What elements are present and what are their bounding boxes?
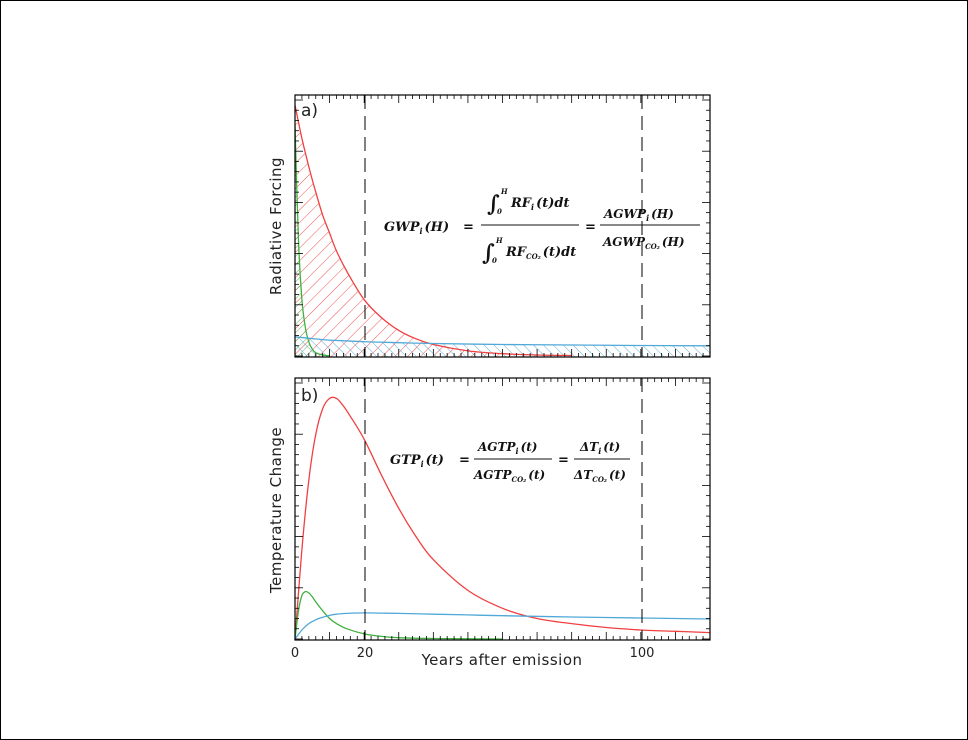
green-series-hatched-area [295,125,330,357]
x-tick-label-0: 0 [291,646,299,661]
eq-b-rnum: ΔT [579,440,599,454]
red-series-line [295,396,710,640]
eq-b-lhs-sub: i [421,459,424,469]
eq-b-num-tail: (t) [521,440,538,454]
svg-text:GWPi(H): GWPi (H) [384,220,449,236]
svg-text:RFCO₂(t)dt: RFCO₂ (t)dt [505,245,576,261]
eq-b-rden-tail: (t) [609,468,626,482]
eq-a-equals-1: = [463,220,474,235]
y-axis-label-a: Radiative Forcing [267,157,285,295]
x-axis-label: Years after emission [420,651,582,669]
eq-b-rden: ΔT [573,468,593,482]
eq-a-den-lower: 0 [492,256,497,265]
eq-b-den-tail: (t) [528,468,545,482]
eq-a-den-sub: CO₂ [526,252,541,261]
gwp-equation: GWPi (H) = ∫ H 0 RFi (t)dt ∫ H 0 RFCO₂ (t)d… [384,187,700,266]
eq-a-rnum: AGWP [603,207,647,221]
eq-a-lhs-sub: i [419,226,422,236]
eq-a-den-integral: ∫ [482,240,495,266]
eq-a-num-upper: H [500,187,508,196]
eq-a-den-tail: (t)dt [543,245,576,260]
plot-frame-b [294,377,711,641]
panel-label-b: b) [301,386,318,406]
panel-b-temperature-change: b) Temperature Change Years after emissi… [267,377,711,669]
eq-b-rnum-tail: (t) [603,440,620,454]
eq-b-num: AGTP [477,440,516,454]
x-tick-label-100: 100 [630,646,655,661]
y-axis-label-b: Temperature Change [267,427,285,594]
eq-b-den: AGTP [473,468,512,482]
red-series-line [295,104,572,357]
svg-text:GTPi(t): GTPi (t) [390,453,444,469]
eq-b-equals-2: = [558,453,569,468]
green-series-line [295,125,330,357]
panel-a-radiative-forcing: a) Radiative Forcing GWPi (H) = ∫ H 0 RFi… [267,94,711,358]
panel-label-a: a) [301,101,318,121]
red-series-hatched-area [295,105,572,357]
eq-b-rnum-sub: i [598,446,601,456]
x-tick-label-20: 20 [357,646,374,661]
eq-a-num-body: RF [510,196,532,211]
eq-a-num-lower: 0 [497,207,502,216]
eq-a-rnum-sub: i [646,213,649,223]
eq-b-lhs-arg: (t) [426,453,444,468]
eq-a-equals-2: = [585,220,596,235]
svg-text:AGWPCO₂(H): AGWPCO₂ (H) [602,235,685,251]
eq-b-den-sub: CO₂ [512,475,527,484]
eq-b-rden-sub: CO₂ [592,475,607,484]
green-series-line [295,590,503,640]
svg-text:ΔTi(t): ΔTi (t) [579,440,620,456]
svg-text:AGTPCO₂(t): AGTPCO₂ (t) [473,468,545,484]
eq-a-rden: AGWP [602,235,646,249]
eq-b-num-sub: i [516,446,519,456]
eq-a-den-body: RF [505,245,527,260]
svg-text:ΔTCO₂(t): ΔTCO₂ (t) [573,468,626,484]
eq-a-lhs-arg: (H) [425,220,450,235]
eq-a-rden-sub: CO₂ [645,242,660,251]
svg-text:RFi(t)dt: RFi (t)dt [510,196,570,212]
eq-a-lhs: GWP [384,220,421,235]
eq-b-lhs: GTP [390,453,422,468]
svg-text:AGWPi(H): AGWPi (H) [603,207,674,223]
eq-a-rnum-tail: (H) [651,207,674,221]
svg-text:AGTPi(t): AGTPi (t) [477,440,537,456]
plot-frame-a [294,94,711,358]
eq-a-den-upper: H [495,236,503,245]
blue-series-line [295,336,710,347]
gtp-equation: GTPi (t) = AGTPi (t) AGTPCO₂ (t) = ΔTi (t) Δ… [390,440,630,484]
eq-b-equals-1: = [459,453,470,468]
eq-a-rden-tail: (H) [662,235,685,249]
eq-a-num-tail: (t)dt [536,196,569,211]
eq-a-num-sub: i [531,202,534,212]
eq-a-num-integral: ∫ [487,191,500,217]
